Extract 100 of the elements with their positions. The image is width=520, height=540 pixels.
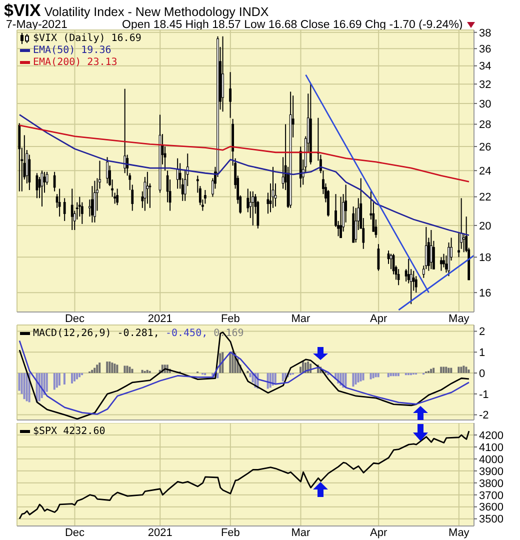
bar: [448, 368, 450, 374]
bar: [397, 373, 400, 376]
bar: [131, 368, 134, 374]
bar: [465, 366, 468, 374]
y-tick-label: 20: [479, 220, 492, 232]
y-tick-label: 24: [479, 166, 492, 178]
candlestick: [36, 172, 38, 199]
x-tick-label: Mar: [291, 312, 311, 325]
legend-label: MACD(12,26,9) -0.281,: [32, 328, 160, 339]
bar: [274, 373, 276, 384]
y-tick-label: 2: [479, 326, 486, 338]
candlestick: [430, 230, 432, 270]
candlestick: [222, 36, 224, 112]
x-tick-label: May: [448, 526, 470, 539]
y-tick-label: 18: [479, 252, 492, 264]
x-tick-label: May: [448, 312, 470, 325]
bar: [377, 373, 380, 378]
y-tick-label: 32: [479, 78, 492, 91]
bar: [124, 366, 126, 374]
y-tick-label: 34: [479, 60, 492, 73]
legend-label: EMA(50) 19.36: [32, 45, 112, 57]
bar: [232, 351, 234, 374]
bar: [352, 373, 354, 387]
x-tick-label: Apr: [370, 312, 388, 325]
bar: [106, 362, 108, 374]
y-tick-label: -2: [479, 410, 489, 422]
candlestick: [377, 244, 380, 272]
y-tick-label: 4100: [479, 442, 504, 454]
candlestick: [440, 256, 442, 272]
legend-label: $SPX 4232.60: [32, 426, 106, 437]
candlestick: [70, 188, 74, 231]
bar: [116, 364, 118, 374]
y-tick-label: 3700: [479, 490, 504, 502]
legend-label: $VIX (Daily) 16.69: [32, 33, 142, 45]
bar: [108, 362, 111, 374]
candlestick: [63, 198, 66, 222]
y-tick-label: 22: [479, 192, 492, 204]
chart-title: $VIX Volatility Index - New Methodology INDX: [4, 1, 269, 20]
bar: [370, 373, 372, 380]
y-tick-label: 0: [479, 368, 486, 380]
candlestick: [340, 196, 342, 238]
bar: [144, 370, 146, 374]
bar: [392, 373, 394, 376]
y-tick-label: 26: [479, 141, 492, 154]
candlestick: [144, 176, 146, 212]
bar: [78, 373, 81, 378]
bar: [53, 373, 56, 390]
bar: [354, 373, 357, 385]
candlestick: [116, 188, 119, 206]
bar: [468, 369, 470, 374]
bar: [114, 364, 116, 374]
bar: [282, 373, 284, 382]
bar: [63, 373, 66, 385]
y-tick-label: 3800: [479, 478, 504, 490]
x-tick-label: Apr: [370, 526, 388, 539]
bar: [450, 368, 452, 374]
bar: [462, 366, 465, 374]
y-tick-label: 3900: [479, 466, 504, 478]
bar: [362, 373, 364, 380]
bar: [216, 373, 219, 378]
x-tick-label: Feb: [220, 526, 240, 539]
bar: [445, 366, 448, 374]
candlestick: [58, 188, 61, 218]
bar: [430, 368, 432, 374]
bar: [374, 373, 377, 378]
y-tick-label: 4000: [479, 454, 504, 466]
bar: [394, 373, 397, 376]
candlestick: [106, 156, 108, 184]
bar: [460, 366, 462, 374]
bar: [428, 370, 430, 374]
candlestick: [124, 88, 126, 174]
bar: [23, 373, 26, 400]
bar: [432, 368, 435, 374]
bar: [390, 373, 392, 376]
y-tick-label: -1: [479, 388, 489, 401]
candlestick: [229, 72, 232, 118]
line-series: [18, 124, 470, 182]
candlestick: [94, 180, 96, 223]
bar: [372, 373, 374, 378]
candlestick: [18, 122, 21, 192]
y-tick-label: 4200: [479, 430, 504, 442]
y-tick-label: 30: [479, 98, 492, 110]
y-tick-label: 3600: [479, 502, 504, 514]
bar: [128, 366, 131, 374]
bar: [46, 373, 48, 392]
bar: [56, 373, 58, 388]
candlestick: [397, 268, 400, 286]
bar: [357, 373, 360, 382]
bar: [73, 373, 76, 382]
bar: [98, 362, 101, 374]
y-tick-label: 16: [479, 287, 492, 300]
candlestick: [252, 190, 254, 226]
bar: [146, 370, 148, 374]
bar: [26, 373, 28, 402]
x-tick-label: Mar: [291, 526, 311, 539]
bar: [266, 373, 269, 389]
x-tick-label: 2021: [148, 526, 172, 539]
annotation: Open 18.45 High 18.57 Low 16.68 Close 16.69 Chg -1.70 (-9.24%): [122, 19, 464, 31]
bar: [18, 373, 20, 391]
bar: [111, 362, 114, 374]
